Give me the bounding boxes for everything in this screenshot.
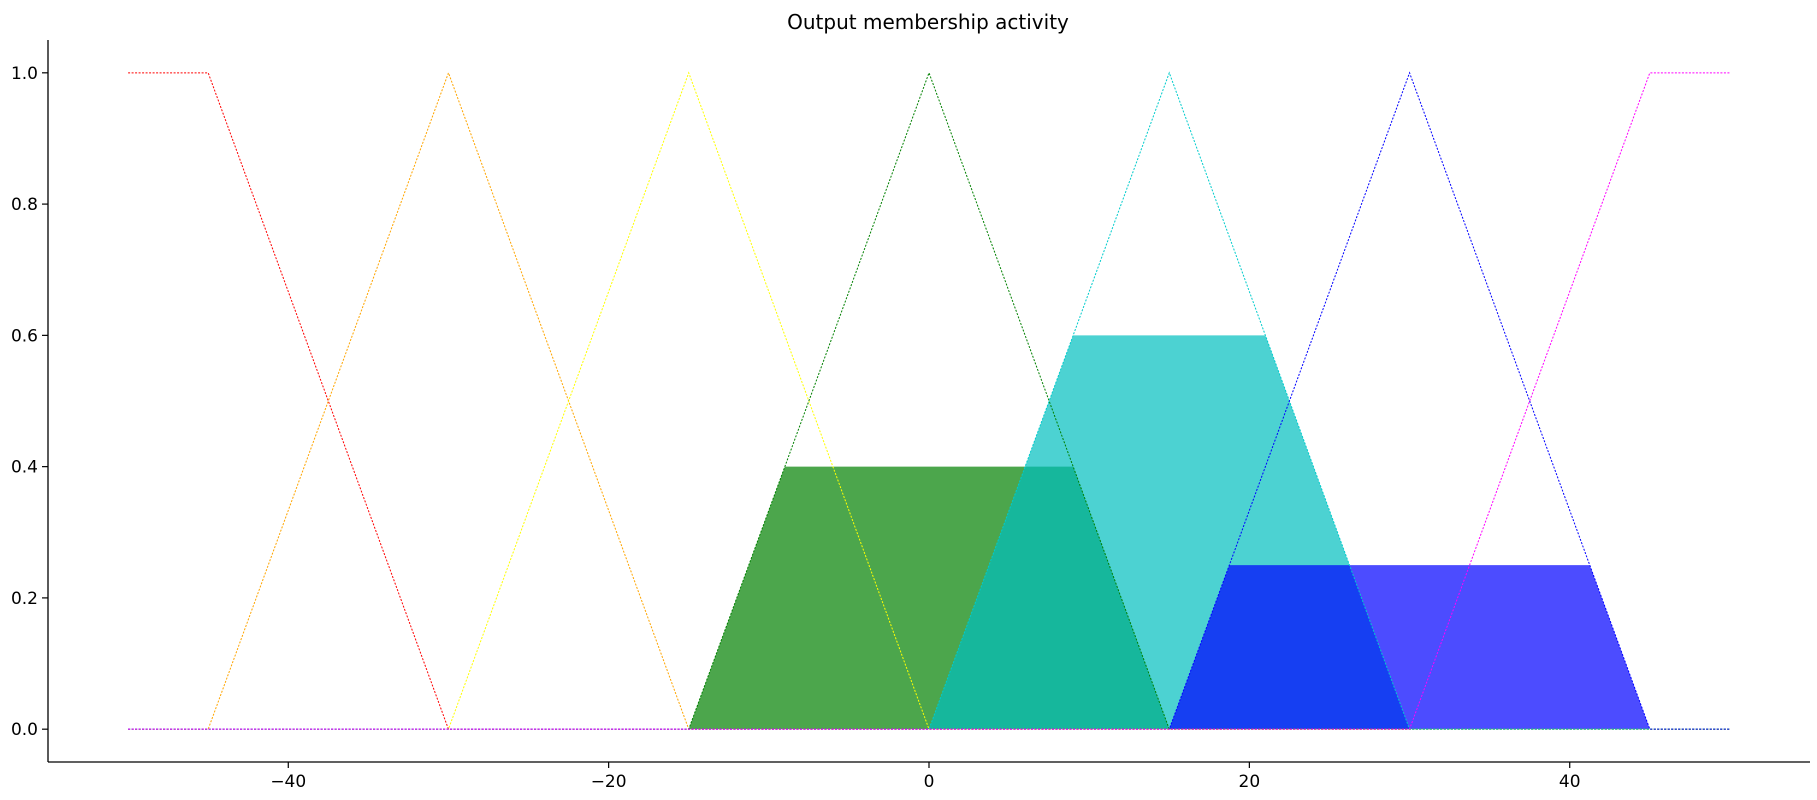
- chart-title: Output membership activity: [787, 10, 1069, 34]
- y-tick-label: 1.0: [11, 64, 38, 84]
- activation-area-2: [1169, 565, 1650, 730]
- x-axis-ticks: −40 −20 0 20 40: [270, 762, 1581, 792]
- x-tick-label: 40: [1559, 772, 1581, 792]
- x-tick-label: 20: [1239, 772, 1261, 792]
- membership-lines: [128, 71, 1730, 730]
- x-tick-label: 0: [924, 772, 935, 792]
- y-tick-label: 0.0: [11, 720, 38, 740]
- y-tick-label: 0.8: [11, 195, 38, 215]
- membership-line-6: [128, 72, 1730, 730]
- x-tick-label: −40: [270, 772, 306, 792]
- x-tick-label: −20: [591, 772, 627, 792]
- y-tick-label: 0.2: [11, 589, 38, 609]
- y-tick-label: 0.4: [11, 458, 38, 478]
- y-axis-ticks: 0.0 0.2 0.4 0.6 0.8 1.0: [11, 64, 48, 740]
- membership-line-0: [128, 72, 1730, 730]
- y-tick-label: 0.6: [11, 326, 38, 346]
- activation-areas: [688, 335, 1650, 730]
